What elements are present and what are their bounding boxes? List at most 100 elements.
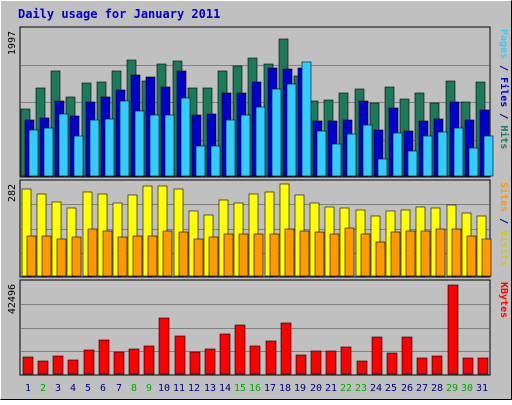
- x-label-day-14: 14: [219, 383, 231, 394]
- bar-pages-day-13: [210, 145, 221, 177]
- bar-kbytes-day-1: [22, 356, 34, 375]
- bar-kbytes-day-24: [371, 336, 383, 375]
- x-label-day-13: 13: [204, 383, 216, 394]
- x-label-day-23: 23: [355, 383, 367, 394]
- bar-kbytes-day-3: [52, 355, 64, 375]
- bar-sites-day-22: [344, 227, 355, 277]
- bar-pages-day-27: [422, 135, 433, 177]
- x-label-day-3: 3: [55, 383, 61, 394]
- bar-sites-day-2: [41, 235, 52, 277]
- bar-kbytes-day-22: [340, 346, 352, 375]
- panel-hits: 1997: [7, 26, 494, 178]
- bar-kbytes-day-30: [462, 357, 474, 375]
- bar-pages-day-26: [407, 150, 418, 177]
- panel-border-kbytes: [19, 279, 491, 376]
- chart-title: Daily usage for January 2011: [18, 7, 220, 21]
- panel-kbytes: 42496: [7, 279, 491, 376]
- y-max-label-visits: 282: [7, 184, 18, 202]
- bar-sites-day-18: [284, 228, 295, 277]
- x-label-day-1: 1: [25, 383, 31, 394]
- bar-pages-day-8: [134, 110, 145, 177]
- bar-kbytes-day-23: [356, 360, 368, 375]
- x-label-day-29: 29: [446, 383, 458, 394]
- bar-sites-day-14: [223, 233, 234, 277]
- bar-sites-day-21: [329, 233, 340, 277]
- bar-pages-day-17: [271, 88, 282, 177]
- bar-sites-day-13: [208, 236, 219, 277]
- x-label-day-9: 9: [146, 383, 152, 394]
- x-label-day-24: 24: [370, 383, 382, 394]
- bar-kbytes-day-31: [477, 357, 489, 375]
- bar-sites-day-7: [117, 236, 128, 277]
- legend-part: Sites: [498, 182, 510, 212]
- legend-hits: Pages / Files / Hits: [498, 29, 510, 149]
- bar-kbytes-day-4: [67, 359, 79, 375]
- bar-visits-day-8: [127, 194, 138, 277]
- bar-sites-day-9: [147, 235, 158, 277]
- bar-kbytes-day-2: [37, 360, 49, 375]
- legend-part: Visits: [498, 230, 510, 266]
- bar-sites-day-31: [481, 238, 492, 277]
- bar-pages-day-9: [149, 114, 160, 177]
- bar-pages-day-1: [28, 129, 39, 177]
- x-label-day-20: 20: [310, 383, 322, 394]
- legend-kbytes: KBytes: [498, 282, 509, 318]
- x-label-day-2: 2: [40, 383, 46, 394]
- x-label-day-25: 25: [385, 383, 397, 394]
- x-label-day-30: 30: [461, 383, 473, 394]
- bar-sites-day-11: [178, 231, 189, 277]
- bar-sites-day-29: [451, 228, 462, 277]
- bar-pages-day-6: [104, 118, 115, 177]
- bar-kbytes-day-6: [98, 339, 110, 375]
- bar-kbytes-day-19: [295, 354, 307, 375]
- bar-kbytes-day-10: [158, 317, 170, 375]
- bar-sites-day-12: [193, 238, 204, 277]
- bar-pages-day-12: [195, 145, 206, 177]
- bar-visits-day-2: [36, 193, 47, 277]
- bar-kbytes-day-7: [113, 351, 125, 375]
- legend-part: /: [498, 212, 509, 230]
- bar-pages-day-11: [180, 97, 191, 177]
- x-label-day-10: 10: [158, 383, 170, 394]
- x-label-day-19: 19: [294, 383, 306, 394]
- x-label-day-5: 5: [85, 383, 91, 394]
- bar-sites-day-16: [253, 233, 264, 277]
- bar-pages-day-30: [468, 147, 479, 177]
- bar-pages-day-19: [301, 61, 312, 177]
- bar-kbytes-day-25: [386, 352, 398, 375]
- legend-visits: Sites / Visits: [498, 182, 510, 266]
- x-label-day-17: 17: [264, 383, 276, 394]
- bar-pages-day-22: [346, 133, 357, 177]
- bar-sites-day-1: [26, 235, 37, 277]
- legend-part: KBytes: [498, 282, 509, 318]
- legend-part: /: [498, 107, 509, 125]
- bar-sites-day-26: [405, 230, 416, 277]
- bar-sites-day-24: [375, 241, 386, 277]
- panel-border-hits: [19, 26, 491, 178]
- bar-pages-day-24: [377, 158, 388, 177]
- bar-kbytes-day-29: [447, 284, 459, 375]
- bar-kbytes-day-16: [249, 345, 261, 375]
- panel-border-visits: [19, 179, 491, 278]
- bar-pages-day-15: [240, 114, 251, 177]
- bar-sites-day-6: [102, 230, 113, 277]
- bar-kbytes-day-11: [174, 335, 186, 375]
- bar-pages-day-18: [286, 83, 297, 177]
- bar-pages-day-28: [437, 131, 448, 177]
- x-label-day-6: 6: [100, 383, 106, 394]
- x-axis-day-labels: 1 2 3 4 5 6 7 8 9 10 11 12 13 14 15 16 17 18 19 20 21 22 23 24 2…: [25, 383, 488, 394]
- legend-part: /: [498, 59, 509, 77]
- x-label-day-11: 11: [173, 383, 185, 394]
- x-label-day-16: 16: [249, 383, 261, 394]
- chart-panels: 1997 282 42496 Pages / Files / Hits Sites / …: [7, 26, 510, 376]
- x-label-day-21: 21: [325, 383, 337, 394]
- bar-pages-day-29: [453, 127, 464, 177]
- y-max-label-kbytes: 42496: [7, 284, 18, 314]
- bar-kbytes-day-9: [143, 345, 155, 375]
- bar-pages-day-14: [225, 119, 236, 177]
- bar-visits-day-1: [21, 188, 32, 277]
- bar-kbytes-day-5: [83, 349, 95, 375]
- bar-sites-day-25: [390, 231, 401, 277]
- bar-kbytes-day-18: [280, 322, 292, 375]
